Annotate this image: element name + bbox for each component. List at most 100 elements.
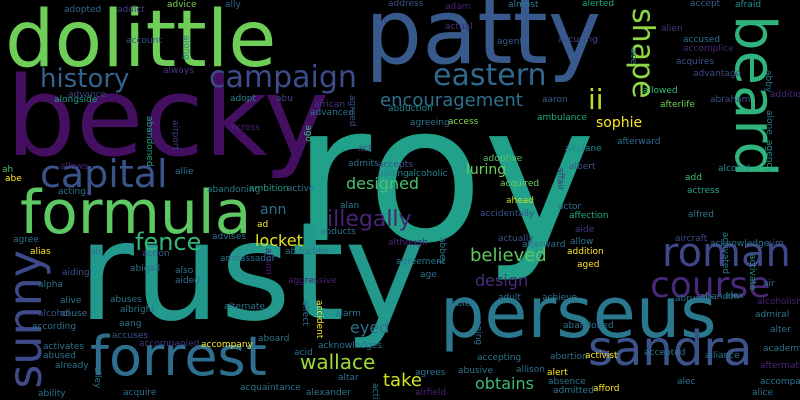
word-accepting: accepting (477, 353, 522, 363)
word-roy: roy (293, 64, 596, 285)
word-accident: accident (314, 300, 324, 339)
word-access: access (448, 117, 479, 127)
word-able: able (451, 299, 471, 309)
word-afterlife: afterlife (660, 100, 695, 110)
word-abandoned: abandoned (144, 116, 154, 167)
word-acknowledge: acknowledge (710, 239, 770, 249)
word-albert: albert (569, 162, 596, 172)
word-design: design (475, 271, 529, 290)
word-aiding: aiding (62, 268, 90, 278)
word-becky: becky (6, 53, 329, 181)
word-accidentally: accidentally (480, 209, 535, 219)
word-alternate: alternate (224, 302, 265, 312)
word-abduction: abduction (388, 104, 433, 114)
word-absence: absence (548, 377, 586, 387)
word-advice: advice (167, 0, 197, 10)
word-aircraft: aircraft (675, 234, 708, 244)
word-roman: roman (662, 230, 791, 276)
word-alison: alison (263, 248, 273, 275)
word-alter: alter (770, 325, 791, 335)
word-alexander: alexander (306, 388, 351, 398)
word-actor: actor (558, 202, 582, 212)
word-sunny: sunny (0, 250, 52, 389)
word-agreement: agreement (396, 257, 446, 267)
word-alive: alive (60, 296, 82, 306)
word-african: african (314, 100, 346, 110)
word-ahead: ahead (506, 196, 534, 206)
word-alarm: alarm (335, 309, 361, 319)
word-airfield: airfield (415, 388, 447, 398)
word-illegally: illegally (327, 207, 412, 232)
word-abducted: abducted (285, 247, 328, 257)
word-alongside: alongside (54, 95, 98, 105)
word-although: although (388, 238, 428, 248)
word-adopt: adopt (230, 94, 256, 104)
word-allows: allows (60, 162, 89, 172)
word-allison: allison (516, 365, 545, 375)
word-afterward: afterward (617, 137, 661, 147)
word-always: always (163, 66, 194, 76)
word-agree: agree (13, 235, 39, 245)
word-acid: acid (294, 348, 313, 358)
word-affect: affect (300, 300, 310, 326)
word-academy: academy (763, 344, 800, 354)
word-fence: fence (135, 228, 202, 256)
word-allow: allow (570, 237, 594, 247)
word-acting: acting (58, 187, 86, 197)
word-encouragement: encouragement (380, 90, 523, 111)
word-aided: aided (175, 276, 200, 286)
word-aang: aang (119, 319, 142, 329)
word-formula: formula (20, 178, 252, 248)
word-aftermath: aftermath (760, 361, 800, 371)
word-abducts: abducts (320, 227, 356, 237)
word-afford: afford (593, 384, 620, 394)
word-beard: beard (722, 15, 787, 177)
word-aged: aged (577, 260, 600, 270)
word-alerted: alerted (582, 0, 615, 9)
word-adoptive: adoptive (483, 154, 523, 164)
word-alec: alec (677, 377, 696, 387)
word-wallace: wallace (300, 350, 376, 374)
word-advanced: advanced (310, 108, 354, 118)
word-alpha: alpha (38, 280, 63, 290)
word-activated: activated (720, 232, 730, 275)
word-designed: designed (346, 174, 420, 193)
word-affair: affair (555, 167, 565, 191)
word-alcoholism: alcoholism (757, 297, 800, 307)
word-aggressive: aggressive (288, 276, 337, 286)
word-abbey: abbey (437, 237, 447, 265)
word-alfred: alfred (688, 210, 714, 220)
word-luring: luring (466, 162, 507, 178)
word-almost: almost (508, 0, 539, 10)
word-ii: ii (588, 83, 604, 116)
word-accompanied: accompanied (139, 339, 200, 349)
word-agreed: agreed (347, 95, 357, 127)
word-actually: actually (498, 234, 534, 244)
word-capital: capital (40, 152, 168, 196)
word-sophie: sophie (596, 115, 643, 131)
word-achieve: achieve (542, 293, 578, 303)
word-airplane: airplane (565, 144, 602, 154)
word-eastern: eastern (433, 58, 547, 93)
word-accept: accept (690, 0, 721, 9)
word-active: active (287, 184, 315, 194)
word-abandoned: abandoned (563, 321, 614, 331)
word-accepts: accepts (378, 160, 413, 170)
word-altar: altar (338, 373, 359, 383)
word-ago: ago (303, 125, 313, 142)
word-ace: ace (628, 48, 638, 65)
word-abusive: abusive (458, 366, 493, 376)
word-activates: activates (43, 342, 85, 352)
word-abraham: abraham (710, 95, 751, 105)
word-course: course (650, 265, 771, 306)
word-alliance: alliance (705, 351, 740, 361)
word-agency: agency (764, 140, 774, 173)
word-aging: aging (473, 320, 483, 346)
word-affection: affection (569, 211, 609, 221)
word-abuse: abuse (60, 309, 88, 319)
word-acquired: acquired (500, 179, 540, 189)
word-ally: ally (225, 0, 241, 10)
word-air: air (763, 279, 775, 289)
word-already: already (55, 361, 89, 371)
